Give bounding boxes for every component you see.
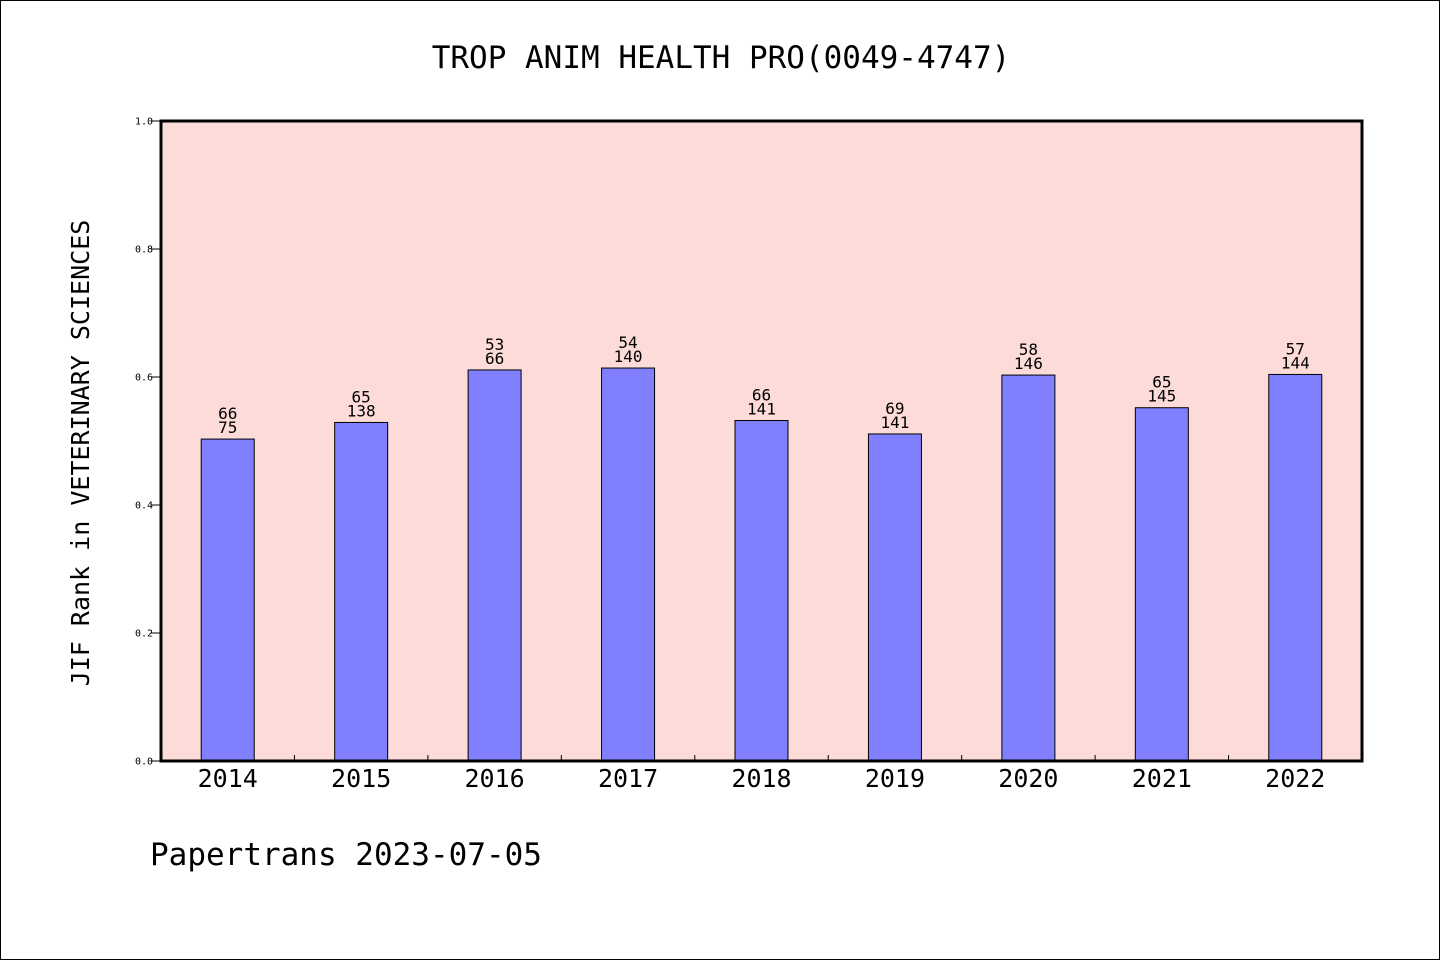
- bar: [867, 433, 922, 762]
- bar-rank-label: 69: [885, 399, 904, 418]
- bar-total-label: 144: [1281, 353, 1310, 372]
- y-tick-label: 1.0: [135, 117, 153, 128]
- plot-border: [159, 119, 1364, 763]
- bar-rank-label: 57: [1286, 339, 1305, 358]
- x-tick-label: 2021: [1132, 764, 1192, 793]
- bar-total-label: 138: [347, 401, 376, 420]
- bar-rank-label: 66: [752, 386, 771, 405]
- bar-total-label: 75: [218, 418, 237, 437]
- bar: [1268, 373, 1323, 762]
- bar-rank-label: 54: [618, 333, 637, 352]
- x-tick-label: 2019: [865, 764, 925, 793]
- bar-rank-label: 65: [1152, 373, 1171, 392]
- x-tick-label: 2016: [465, 764, 525, 793]
- bar-total-label: 66: [485, 349, 504, 368]
- bar: [1134, 407, 1189, 762]
- footer-text: Papertrans 2023-07-05: [150, 837, 542, 873]
- x-tick-label: 2014: [198, 764, 258, 793]
- bar: [334, 421, 389, 762]
- bar: [1001, 374, 1056, 762]
- bar-rank-label: 65: [352, 387, 371, 406]
- y-tick-label: 0.2: [135, 629, 153, 640]
- y-tick-label: 0.8: [135, 245, 153, 256]
- y-tick-label: 0.4: [135, 501, 153, 512]
- x-tick-label: 2018: [731, 764, 791, 793]
- y-axis-label: JIF Rank in VETERINARY SCIENCES: [66, 220, 95, 687]
- bar-total-label: 141: [747, 400, 776, 419]
- x-axis-ticks: 2014 2015 2016 2017 2018 2019 2020 2021 2022: [198, 755, 1325, 793]
- y-axis-ticks: 0.0 0.2 0.4 0.6 0.8 1.0: [135, 117, 161, 768]
- bar: [734, 420, 789, 762]
- bar-total-label: 140: [614, 347, 643, 366]
- bar-total-label: 145: [1147, 387, 1176, 406]
- bar-rank-label: 58: [1019, 340, 1038, 359]
- bar-rank-label: 53: [485, 335, 504, 354]
- bar-total-label: 141: [880, 413, 909, 432]
- bar: [467, 369, 522, 762]
- x-tick-label: 2020: [998, 764, 1058, 793]
- y-tick-label: 0.0: [135, 757, 153, 768]
- x-tick-label: 2022: [1265, 764, 1325, 793]
- x-tick-label: 2015: [331, 764, 391, 793]
- bar-rank-label: 66: [218, 404, 237, 423]
- bar-total-label: 146: [1014, 354, 1043, 373]
- chart-title: TROP ANIM HEALTH PRO(0049-4747): [432, 40, 1011, 76]
- bar: [601, 367, 656, 762]
- y-tick-label: 0.6: [135, 373, 153, 384]
- bar: [200, 438, 255, 762]
- x-tick-label: 2017: [598, 764, 658, 793]
